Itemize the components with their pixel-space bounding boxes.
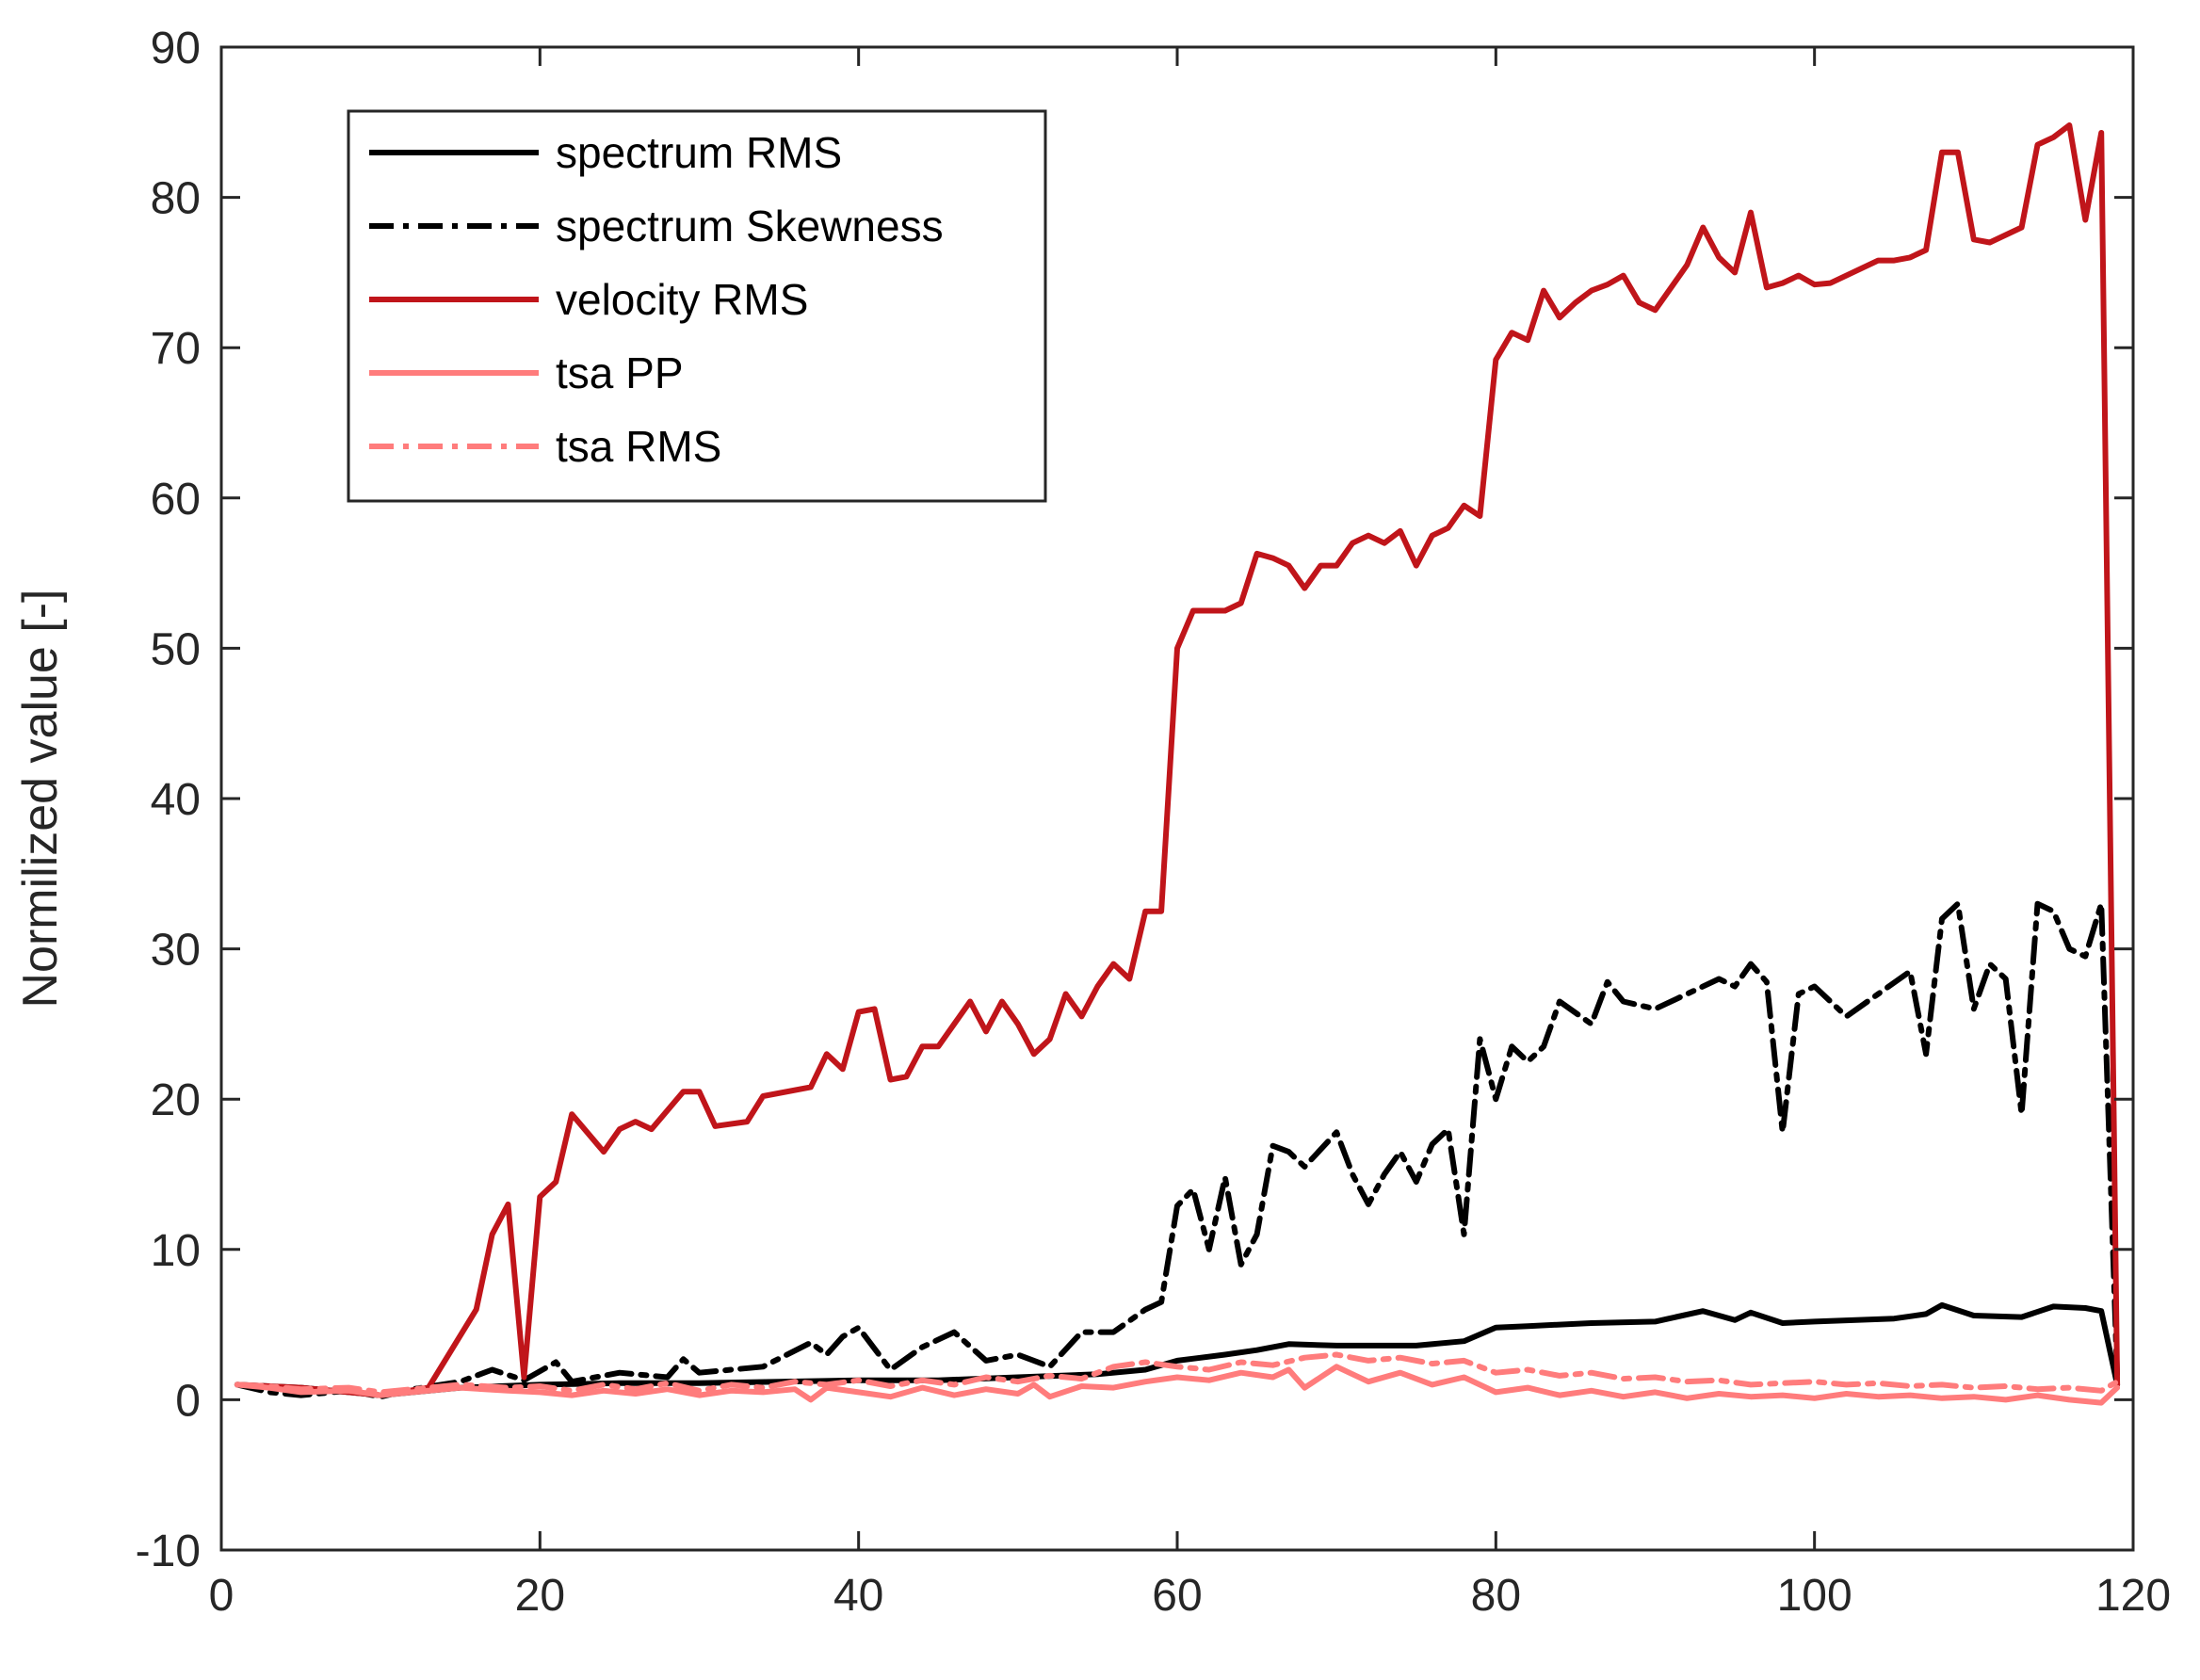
plot-area	[234, 122, 2121, 1406]
x-tick-label: 20	[515, 1571, 565, 1621]
y-tick-label: 50	[151, 624, 201, 674]
legend: spectrum RMS spectrum Skewness velocity RM…	[347, 109, 1047, 503]
y-tick-label: -10	[136, 1527, 201, 1576]
series-line-spectrum-rms	[234, 1301, 2121, 1398]
series-line-tsa-pp	[234, 1364, 2121, 1406]
x-tick-label: 100	[1777, 1571, 1852, 1621]
y-tick-label: 0	[175, 1376, 201, 1426]
series-line-spectrum-skewness	[234, 900, 2121, 1400]
y-tick-label: 30	[151, 926, 201, 976]
y-tick-label: 70	[151, 324, 201, 374]
y-tick-label: 60	[151, 475, 201, 525]
y-tick-label: 40	[151, 775, 201, 825]
legend-label: velocity RMS	[556, 275, 808, 324]
y-tick-label: 90	[151, 24, 201, 73]
series-line-velocity-rms	[234, 122, 2121, 1398]
y-tick-label: 10	[151, 1226, 201, 1276]
legend-label: tsa RMS	[556, 422, 721, 471]
x-tick-label: 0	[209, 1571, 235, 1621]
x-tick-label: 40	[833, 1571, 883, 1621]
y-tick-label: 80	[151, 174, 201, 224]
series-line-tsa-rms	[234, 1351, 2121, 1396]
x-tick-label: 60	[1152, 1571, 1202, 1621]
y-tick-label: 20	[151, 1075, 201, 1125]
legend-label: spectrum Skewness	[556, 202, 944, 250]
x-tick-label: 80	[1471, 1571, 1521, 1621]
y-axis-title: Normilized value [-]	[13, 589, 68, 1008]
legend-label: tsa PP	[556, 348, 684, 397]
x-tick-label: 120	[2095, 1571, 2171, 1621]
legend-label: spectrum RMS	[556, 128, 842, 177]
axis-ticks	[219, 45, 2135, 1552]
legend-box	[347, 109, 1047, 503]
